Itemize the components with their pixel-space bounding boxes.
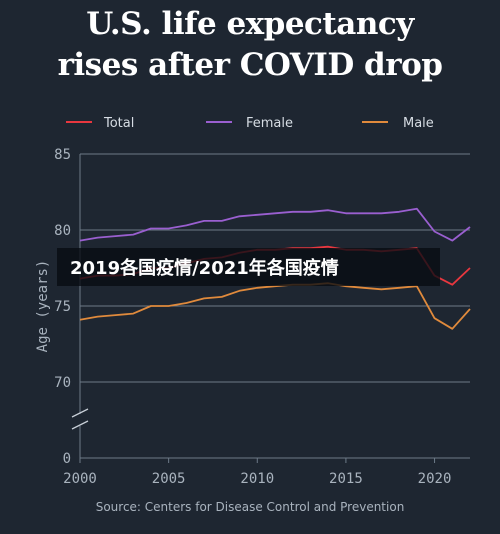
- y-tick-label-0: 0: [63, 451, 71, 467]
- legend-label-total: Total: [103, 116, 134, 131]
- x-tick-label-2020: 2020: [418, 471, 452, 487]
- x-tick-label-2010: 2010: [240, 471, 274, 487]
- y-tick-label-80: 80: [54, 223, 71, 239]
- watermark-banner: 2019各国疫情/2021年各国疫情: [57, 248, 440, 286]
- watermark-text: 2019各国疫情/2021年各国疫情: [70, 258, 339, 279]
- legend: Total Female Male: [66, 116, 434, 131]
- axes: 85 80 75 70 0 2000 2005 2010 2015 2020 Age (years)…: [35, 147, 451, 514]
- legend-label-male: Male: [403, 116, 434, 131]
- legend-label-female: Female: [246, 116, 293, 131]
- series-line-female: [79, 207, 471, 242]
- source-note: Source: Centers for Disease Control and …: [96, 500, 405, 514]
- y-tick-label-85: 85: [54, 147, 71, 163]
- axis-break-mark-bottom: [71, 420, 89, 430]
- y-tick-label-75: 75: [54, 299, 71, 315]
- chart-title: U.S. life expectancy rises after COVID d…: [0, 4, 500, 86]
- x-tick-label-2015: 2015: [329, 471, 363, 487]
- chart-title-line-2: rises after COVID drop: [57, 47, 443, 83]
- x-tick-label-2005: 2005: [152, 471, 186, 487]
- gridlines: [80, 153, 470, 459]
- axis-break-mark-top: [71, 408, 89, 418]
- series-line-male: [79, 282, 471, 330]
- x-tick-label-2000: 2000: [63, 471, 97, 487]
- chart-title-line-1: U.S. life expectancy: [86, 6, 414, 42]
- y-axis-title: Age (years): [35, 260, 51, 353]
- y-tick-label-70: 70: [54, 375, 71, 391]
